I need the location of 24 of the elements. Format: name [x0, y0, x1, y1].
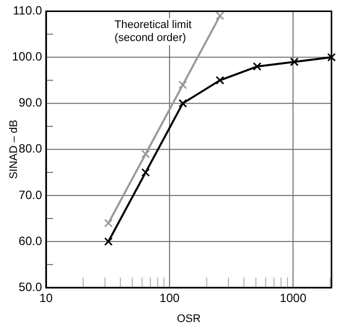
- y-tick-label: 60.0: [18, 234, 42, 248]
- x-axis-title: OSR: [176, 313, 201, 325]
- point: [216, 76, 224, 85]
- y-tick-label: 100.0: [12, 50, 42, 64]
- point: [252, 62, 262, 71]
- y-tick-label: 110.0: [12, 4, 42, 18]
- point: [327, 52, 336, 62]
- point: [290, 58, 299, 66]
- y-tick-label: 50.0: [18, 280, 42, 294]
- point: [216, 12, 224, 20]
- point: [141, 168, 150, 177]
- point: [104, 218, 113, 228]
- point: [104, 237, 113, 246]
- x-tick-label: 1000: [280, 291, 307, 306]
- y-tick-label: 90.0: [18, 96, 42, 110]
- y-axis-title: SINAD – dB: [8, 120, 20, 180]
- x-tick-label: 10: [39, 291, 54, 306]
- point: [178, 99, 188, 108]
- point: [141, 150, 150, 158]
- annotation: Theoretical limit (second order): [114, 19, 192, 44]
- x-tick-label: 100: [160, 291, 180, 306]
- y-tick-label: 70.0: [18, 188, 42, 202]
- y-tick-label: 80.0: [18, 142, 42, 156]
- point: [178, 80, 188, 90]
